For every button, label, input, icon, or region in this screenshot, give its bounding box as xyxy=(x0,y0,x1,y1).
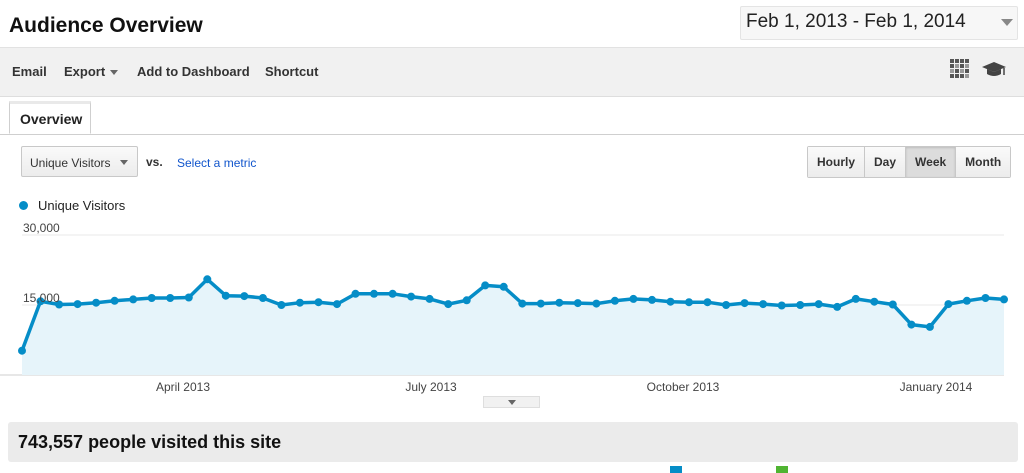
shortcut-button[interactable]: Shortcut xyxy=(265,64,319,79)
data-point xyxy=(73,300,82,309)
legend-dot-icon xyxy=(19,201,28,210)
data-point xyxy=(648,295,656,304)
data-point xyxy=(333,300,341,309)
chevron-down-icon xyxy=(1001,19,1013,26)
data-point xyxy=(277,301,286,309)
data-point xyxy=(759,300,768,309)
export-button[interactable]: Export xyxy=(64,64,119,79)
data-point xyxy=(1000,295,1008,304)
data-point xyxy=(722,301,731,309)
data-point xyxy=(666,297,675,306)
data-point xyxy=(703,298,712,307)
add-to-dashboard-button[interactable]: Add to Dashboard xyxy=(137,64,250,79)
metric-dropdown-value: Unique Visitors xyxy=(30,156,111,170)
hourly-button[interactable]: Hourly xyxy=(808,147,866,177)
summary-banner: 743,557 people visited this site xyxy=(8,422,1018,462)
chart-expand-handle[interactable] xyxy=(483,396,540,408)
data-point xyxy=(481,281,490,290)
tab-overview-label: Overview xyxy=(20,111,83,127)
x-tick-label: October 2013 xyxy=(647,380,720,394)
data-point xyxy=(592,299,601,308)
data-point xyxy=(870,297,879,306)
month-button[interactable]: Month xyxy=(956,147,1011,177)
page-title: Audience Overview xyxy=(9,14,203,37)
data-point xyxy=(981,294,990,302)
data-point xyxy=(295,298,304,307)
data-point xyxy=(407,292,416,301)
legend-label: Unique Visitors xyxy=(38,198,126,213)
chevron-down-icon xyxy=(120,160,128,165)
data-point xyxy=(147,294,156,302)
x-tick-label: July 2013 xyxy=(405,380,457,394)
data-point xyxy=(92,298,101,307)
legend-swatch-green xyxy=(776,466,788,473)
data-point xyxy=(110,296,119,305)
week-button[interactable]: Week xyxy=(906,147,957,177)
x-tick-label: April 2013 xyxy=(156,380,210,394)
data-point xyxy=(425,294,434,303)
graduation-cap-icon[interactable] xyxy=(982,59,1006,79)
data-point xyxy=(573,299,582,308)
granularity-toggle: Hourly Day Week Month xyxy=(807,146,1012,178)
data-point xyxy=(314,298,323,307)
y-tick-label: 15,000 xyxy=(23,291,60,305)
data-point xyxy=(518,299,527,308)
data-point xyxy=(258,294,267,302)
select-metric-link[interactable]: Select a metric xyxy=(177,156,257,170)
metric-dropdown[interactable]: Unique Visitors xyxy=(21,146,138,177)
data-point xyxy=(240,292,249,301)
y-tick-label: 30,000 xyxy=(23,221,60,235)
data-point xyxy=(944,300,953,309)
data-point xyxy=(129,295,138,304)
x-tick-label: January 2014 xyxy=(900,380,973,394)
chart-legend: Unique Visitors xyxy=(19,198,125,213)
line-chart: 30,000 15,000 April 2013 July 2013 October 2… xyxy=(0,221,1008,394)
day-button[interactable]: Day xyxy=(865,147,907,177)
data-point xyxy=(814,300,823,309)
vs-label: vs. xyxy=(146,155,163,169)
data-point xyxy=(184,293,193,302)
data-point xyxy=(499,282,508,291)
date-range-picker[interactable]: Feb 1, 2013 - Feb 1, 2014 xyxy=(740,6,1018,40)
series-area xyxy=(22,279,1004,375)
data-point xyxy=(888,300,897,309)
data-point xyxy=(629,294,638,303)
date-range-text: Feb 1, 2013 - Feb 1, 2014 xyxy=(746,11,966,32)
data-point xyxy=(740,299,749,308)
data-point xyxy=(55,300,64,309)
data-point xyxy=(962,296,971,305)
data-point xyxy=(203,275,212,284)
export-label: Export xyxy=(64,64,106,79)
data-point xyxy=(796,301,805,309)
data-point xyxy=(610,296,619,305)
email-button[interactable]: Email xyxy=(12,64,47,79)
toolbar: Email Export Add to Dashboard Shortcut xyxy=(0,47,1024,97)
data-point xyxy=(370,289,378,298)
data-point xyxy=(685,298,693,307)
data-point xyxy=(536,299,545,308)
data-point xyxy=(833,302,842,311)
data-point xyxy=(18,346,26,355)
data-point xyxy=(851,294,860,303)
summary-text: 743,557 people visited this site xyxy=(18,432,282,452)
data-point xyxy=(444,300,453,309)
data-point xyxy=(462,296,471,305)
page-header: Audience Overview Feb 1, 2013 - Feb 1, 2… xyxy=(0,0,1024,47)
chevron-down-icon xyxy=(110,70,119,76)
data-point xyxy=(221,291,230,300)
data-point xyxy=(166,294,175,302)
tab-bar: Overview xyxy=(0,96,1024,135)
data-point xyxy=(925,322,934,331)
data-point xyxy=(36,297,45,306)
tab-overview[interactable]: Overview xyxy=(9,101,91,134)
data-point xyxy=(907,320,916,329)
data-point xyxy=(777,301,786,310)
legend-swatch-blue xyxy=(670,466,682,473)
data-point xyxy=(555,298,564,307)
data-point xyxy=(388,289,397,298)
grid-icon[interactable] xyxy=(950,59,970,79)
data-point xyxy=(351,289,360,298)
chevron-down-icon xyxy=(508,400,516,405)
